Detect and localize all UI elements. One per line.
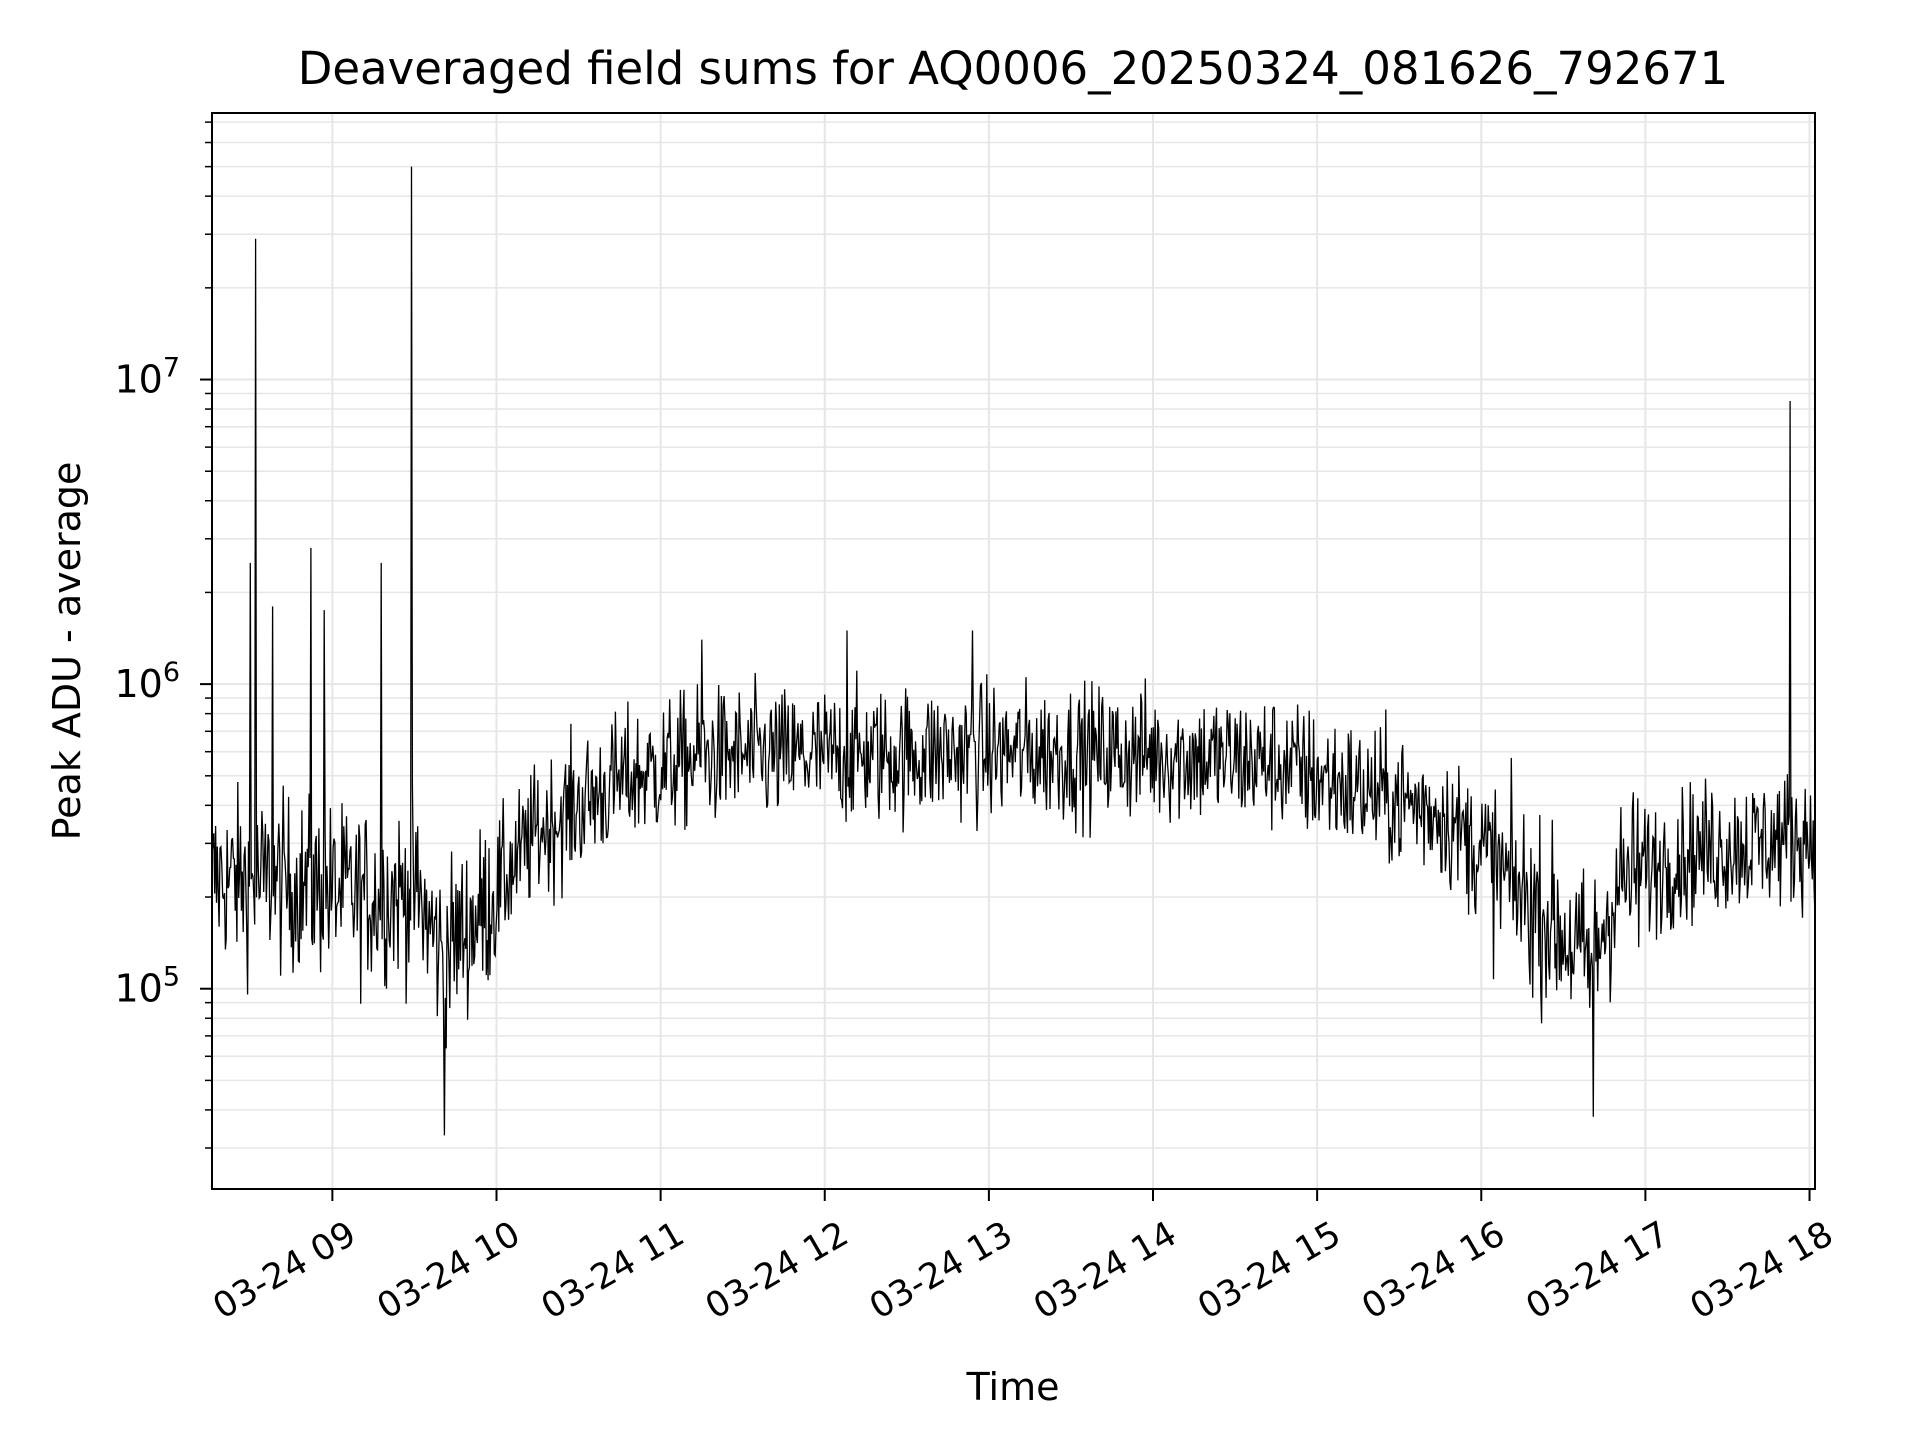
y-tick-label: 105 <box>114 962 180 1011</box>
y-tick-label: 107 <box>114 353 180 402</box>
grid <box>212 113 1815 1189</box>
x-axis-label: Time <box>966 1365 1060 1409</box>
y-tick-label: 106 <box>114 657 180 706</box>
chart-title: Deaveraged field sums for AQ0006_2025032… <box>298 42 1729 95</box>
data-trace <box>211 166 1816 1136</box>
series-line <box>211 166 1816 1136</box>
plot-frame <box>211 112 1816 1190</box>
y-axis-label: Peak ADU - average <box>45 462 89 841</box>
